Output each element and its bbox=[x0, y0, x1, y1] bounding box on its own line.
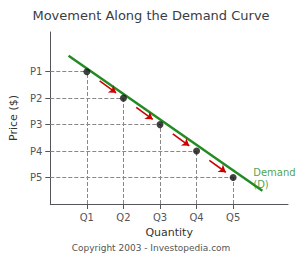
svg-text:P2: P2 bbox=[30, 93, 42, 104]
svg-text:(D): (D) bbox=[253, 179, 269, 190]
svg-text:P4: P4 bbox=[30, 146, 42, 157]
svg-text:Q2: Q2 bbox=[116, 212, 130, 223]
svg-text:Price ($): Price ($) bbox=[7, 95, 20, 141]
svg-text:Quantity: Quantity bbox=[145, 226, 193, 239]
svg-text:Movement Along the Demand Curv: Movement Along the Demand Curve bbox=[32, 8, 269, 23]
svg-text:P3: P3 bbox=[30, 119, 42, 130]
svg-text:Copyright 2003 - Investopedia.: Copyright 2003 - Investopedia.com bbox=[72, 243, 231, 253]
svg-text:Q1: Q1 bbox=[80, 212, 94, 223]
svg-text:Q4: Q4 bbox=[189, 212, 203, 223]
svg-text:P5: P5 bbox=[30, 172, 42, 183]
svg-text:Q5: Q5 bbox=[226, 212, 240, 223]
svg-text:P1: P1 bbox=[30, 66, 42, 77]
svg-text:Q3: Q3 bbox=[153, 212, 167, 223]
svg-text:Demand: Demand bbox=[253, 167, 295, 178]
